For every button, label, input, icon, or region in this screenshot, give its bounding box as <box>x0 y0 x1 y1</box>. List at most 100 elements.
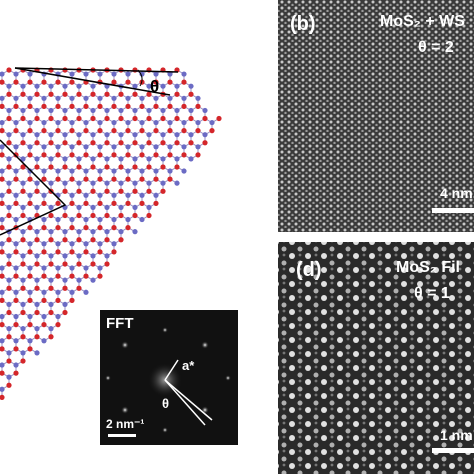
atom <box>41 313 47 320</box>
atom <box>0 313 5 320</box>
atom <box>90 83 96 89</box>
atom <box>76 164 82 170</box>
atom <box>90 277 96 283</box>
atom <box>20 277 26 283</box>
atom <box>111 176 117 182</box>
atom <box>167 152 173 158</box>
atom <box>111 71 117 77</box>
atom <box>0 289 5 295</box>
atom <box>118 132 124 138</box>
atom <box>90 107 96 114</box>
atom <box>13 370 19 376</box>
atom <box>55 225 61 231</box>
atom <box>6 164 12 170</box>
atom <box>76 156 82 162</box>
atom <box>83 128 89 134</box>
atom <box>97 119 103 126</box>
atom <box>27 176 33 182</box>
atom <box>0 386 5 392</box>
atom <box>160 156 166 162</box>
atom <box>48 301 54 308</box>
atom <box>27 297 33 303</box>
atom <box>104 204 110 211</box>
atom <box>195 119 201 126</box>
atom <box>55 200 61 206</box>
atom <box>83 216 89 223</box>
vector-arrow <box>164 359 179 381</box>
atom <box>27 192 33 198</box>
atom <box>62 115 68 122</box>
atom <box>48 285 54 291</box>
atom <box>76 261 82 267</box>
atom <box>118 91 124 97</box>
atom <box>118 212 124 219</box>
atom <box>83 200 89 206</box>
atom <box>62 277 68 283</box>
atom <box>20 91 26 97</box>
atom <box>41 192 47 198</box>
atom <box>146 204 152 211</box>
atom <box>55 241 61 247</box>
atom <box>132 204 138 211</box>
atom <box>111 103 117 109</box>
atom <box>181 168 187 174</box>
atom <box>97 192 103 198</box>
atom <box>111 168 117 174</box>
atom <box>13 128 19 134</box>
atom <box>48 212 54 219</box>
atom <box>55 168 61 174</box>
atom <box>118 237 124 243</box>
atom <box>132 180 138 186</box>
atom <box>174 140 180 146</box>
atom <box>48 107 54 114</box>
atom <box>104 132 110 138</box>
atom <box>174 91 180 97</box>
atom <box>27 103 33 109</box>
atom <box>76 91 82 97</box>
atom <box>13 144 19 150</box>
atom <box>132 67 138 73</box>
atom <box>0 216 5 223</box>
atom <box>167 103 173 109</box>
atom <box>146 83 152 89</box>
atom <box>55 119 61 126</box>
atom <box>209 119 215 126</box>
atom <box>13 289 19 295</box>
atom <box>6 67 12 73</box>
atom <box>188 156 194 162</box>
atom <box>20 285 26 291</box>
atom <box>20 350 26 356</box>
axis-arrow <box>14 67 171 96</box>
vector-arrow <box>164 379 206 426</box>
atom <box>139 192 145 198</box>
fft-label: FFT <box>106 315 134 332</box>
atom <box>6 334 12 340</box>
atom <box>167 176 173 182</box>
atom <box>41 249 47 255</box>
atom <box>20 204 26 211</box>
atom <box>62 301 68 308</box>
atom <box>41 289 47 295</box>
atom <box>111 95 117 101</box>
atom <box>0 119 5 126</box>
atom <box>6 350 12 356</box>
scale-bar-label: 4 nm <box>440 185 473 201</box>
atom <box>6 107 12 114</box>
atom <box>111 119 117 126</box>
atom <box>111 192 117 198</box>
atom <box>6 156 12 162</box>
atom <box>34 132 40 138</box>
atom <box>20 261 26 267</box>
atom <box>76 253 82 259</box>
atom <box>0 370 5 376</box>
atom <box>34 107 40 114</box>
atom <box>62 212 68 219</box>
atom <box>34 140 40 146</box>
atom <box>20 253 26 259</box>
atom <box>111 225 117 231</box>
atom <box>195 95 201 101</box>
atom <box>41 241 47 247</box>
atom <box>34 91 40 97</box>
atom <box>139 200 145 206</box>
atom <box>174 107 180 114</box>
